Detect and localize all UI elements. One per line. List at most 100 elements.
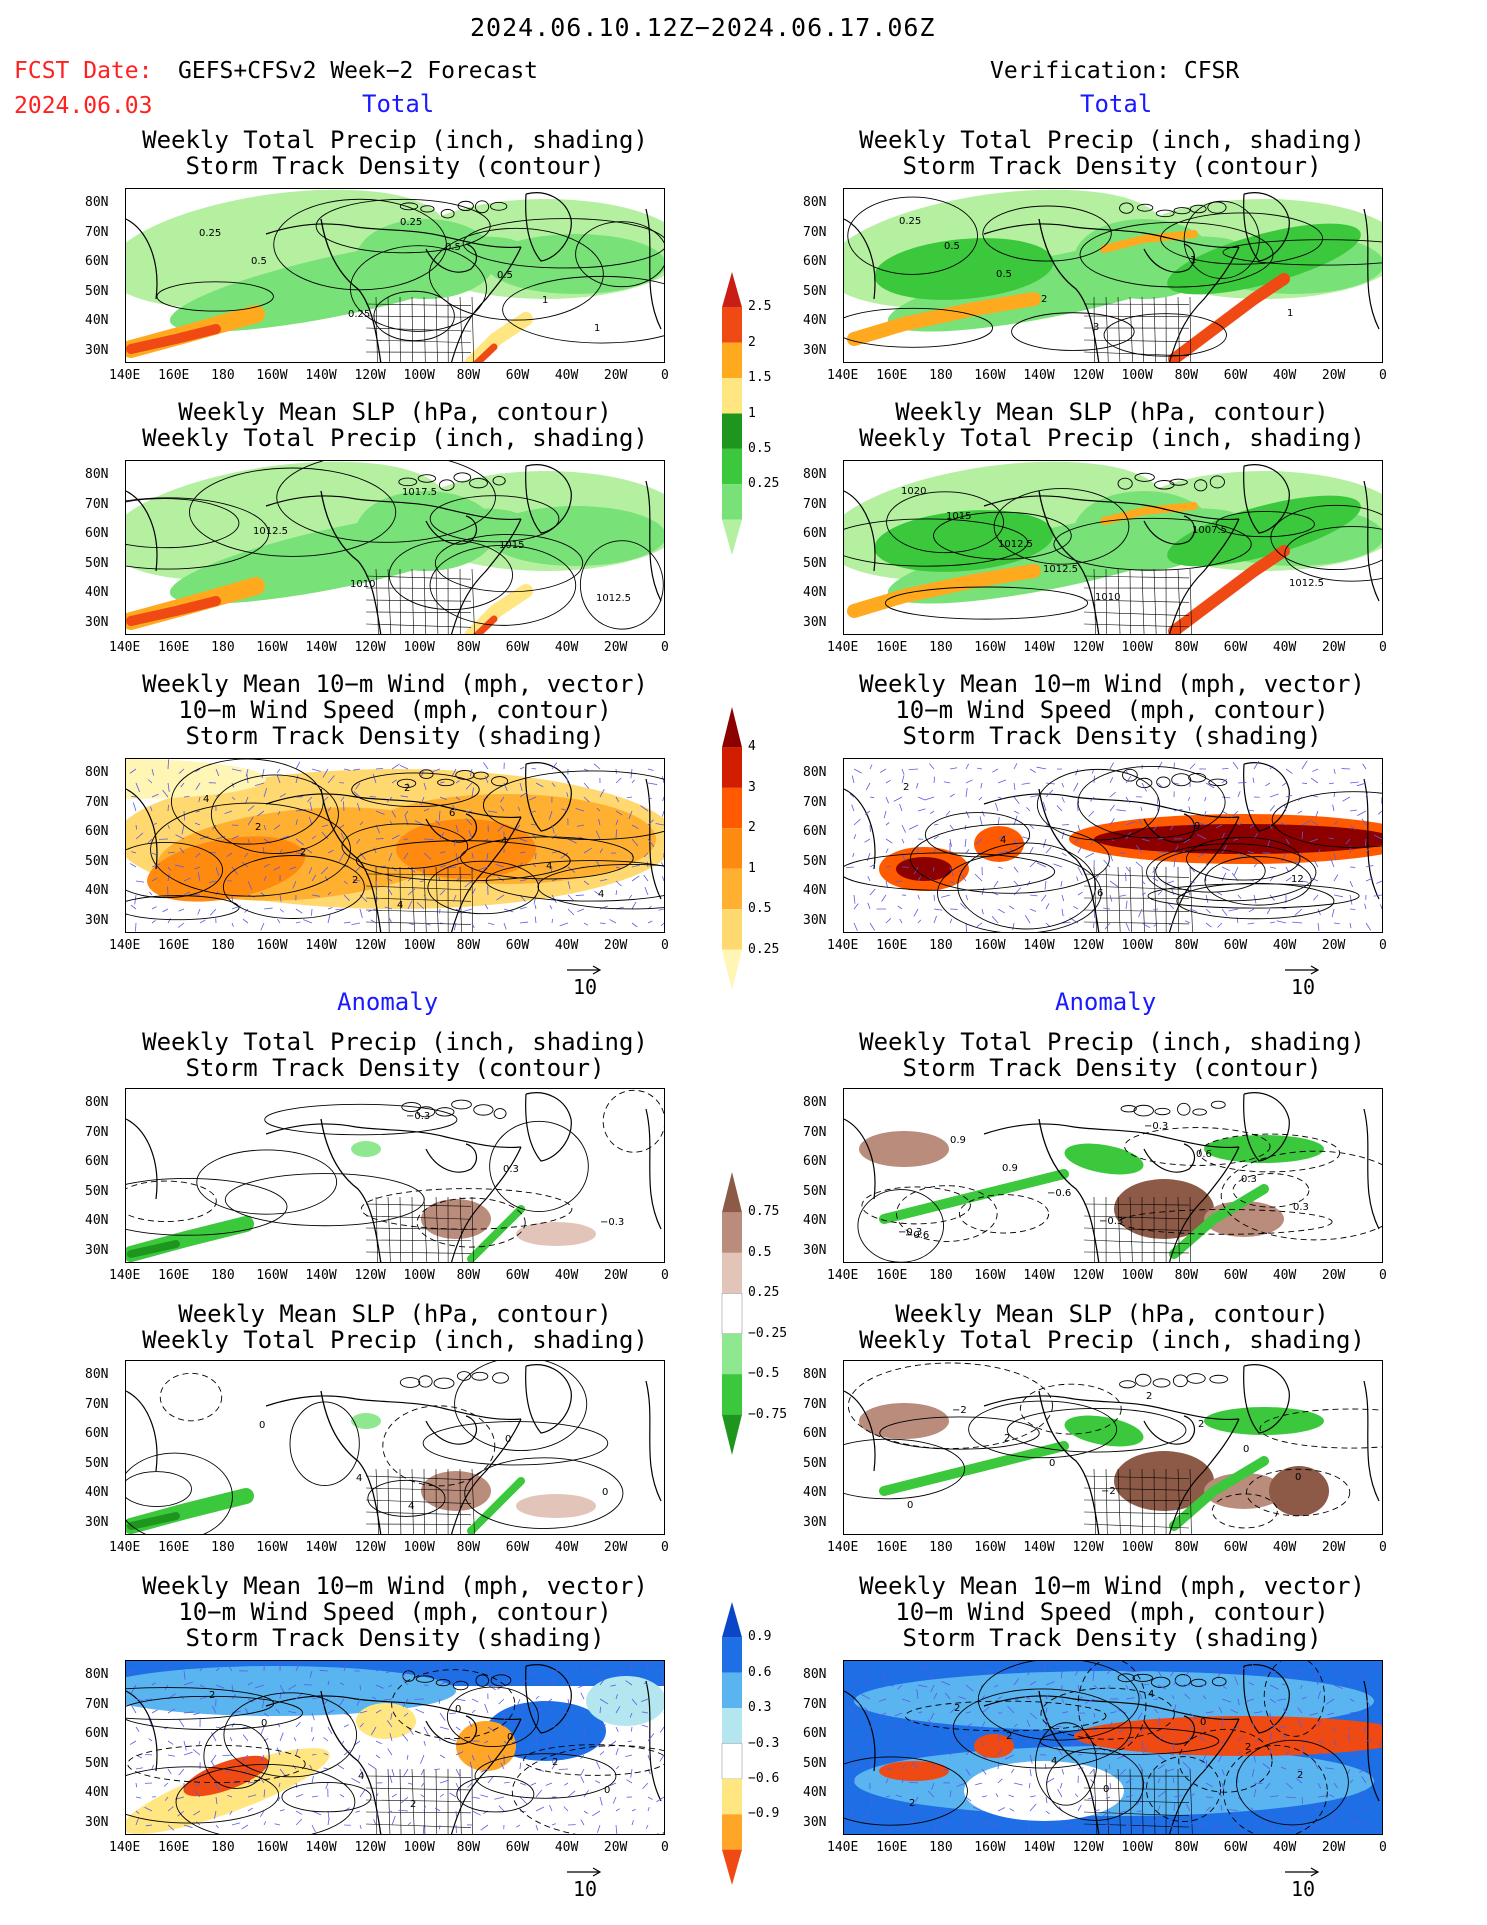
main-title: 2024.06.10.12Z−2024.06.17.06Z	[470, 13, 936, 42]
lon-tick-label: 180	[929, 1540, 953, 1555]
lat-tick-label: 30N	[85, 342, 109, 358]
lon-tick-label: 40W	[1272, 368, 1297, 383]
precip-anom-wet	[467, 1205, 525, 1262]
contour-label: 1	[594, 323, 600, 334]
lon-tick-label: 60W	[505, 368, 530, 383]
lon-tick-label: 100W	[403, 368, 435, 383]
contour-set: 2 0 0 0 4 0 2 2	[126, 1669, 664, 1834]
lon-tick-label: 160W	[974, 368, 1006, 383]
contour-label: 0	[505, 1434, 511, 1445]
lon-tick-label: 160W	[256, 1268, 288, 1283]
lon-tick-label: 0	[661, 1268, 669, 1283]
panel-title-line: Weekly Total Precip (inch, shading)	[142, 1326, 648, 1354]
precip-anom-dry	[1114, 1451, 1214, 1511]
contour-label: 2	[552, 1757, 558, 1768]
lat-tick-label: 80N	[85, 765, 109, 780]
fcst-date: 2024.06.03	[14, 93, 153, 119]
colorbar-label: 0.3	[748, 1700, 772, 1716]
contour-label: 0	[261, 1718, 267, 1729]
colorbar-label: 1	[748, 405, 756, 421]
precip-shade	[356, 491, 496, 571]
lon-tick-label: 0	[661, 368, 669, 383]
contour-label: 1012.5	[1289, 578, 1324, 589]
lon-tick-label: 140W	[1023, 938, 1055, 953]
reference-arrow-icon	[567, 965, 602, 975]
lon-tick-label: 160E	[876, 1268, 908, 1283]
colorbar-precip_anom	[720, 1172, 744, 1455]
lat-tick-label: 40N	[85, 1213, 109, 1228]
lat-tick-label: 60N	[803, 526, 827, 541]
precip-shade	[486, 506, 664, 566]
colorbar-segment	[722, 747, 742, 788]
contour-label: 0	[1049, 1458, 1055, 1469]
lat-tick-label: 80N	[803, 765, 827, 780]
precip-anom-wet	[879, 1169, 1069, 1224]
lat-tick-label: 30N	[803, 1514, 827, 1530]
colorbar-segment	[722, 484, 742, 520]
precip-band-heavy	[473, 615, 498, 634]
contour-set: 0.25 0.5 3 1 1 0.5 2	[844, 196, 1382, 357]
lon-tick-label: 140E	[827, 640, 859, 655]
contour-label: −0.3	[600, 1217, 624, 1228]
lon-tick-label: 180	[211, 640, 235, 655]
colorbar-label: 0.6	[748, 1664, 772, 1680]
colorbar-segment	[722, 1637, 742, 1673]
precip-band	[464, 312, 533, 362]
panel-title-line: Storm Track Density (shading)	[185, 722, 605, 750]
lat-tick-label: 60N	[85, 1154, 109, 1169]
contour-label: 2	[352, 875, 358, 886]
panel-title-line: Weekly Total Precip (inch, shading)	[859, 1326, 1365, 1354]
lon-tick-label: 140E	[109, 640, 141, 655]
panel-title-line: 10−m Wind Speed (mph, contour)	[895, 696, 1329, 724]
lon-tick-label: 180	[211, 368, 235, 383]
coastline	[844, 1092, 1380, 1262]
panel-title-line: Weekly Total Precip (inch, shading)	[142, 126, 648, 154]
reference-arrow-label: 10	[573, 975, 598, 999]
contour-label: −0.3	[1099, 1216, 1123, 1227]
colorbar-label: 3	[748, 779, 756, 795]
wind-vectors	[129, 759, 664, 932]
lat-tick-label: 70N	[85, 496, 109, 512]
lon-tick-label: 180	[211, 1540, 235, 1555]
coastline	[126, 464, 662, 634]
contour-label: 2	[209, 1690, 215, 1701]
lat-tick-label: 30N	[85, 912, 109, 928]
lat-tick-label: 70N	[803, 1696, 827, 1712]
precip-anom-wet-strong	[127, 1240, 180, 1258]
contour-label: 2	[410, 1799, 416, 1810]
contour-set: 1017.5 1015 1012.5 1012.5 1010	[126, 461, 664, 630]
lon-tick-label: 20W	[1321, 1840, 1346, 1855]
contour-label: 1010	[350, 579, 375, 590]
lon-tick-label: 40W	[554, 368, 579, 383]
lat-tick-label: 70N	[85, 1124, 109, 1140]
map-canvas: 2 2 0 0 2 2 4 4 2	[844, 1661, 1382, 1834]
lat-tick-label: 80N	[85, 195, 109, 210]
panel-title-line: Storm Track Density (contour)	[185, 1054, 605, 1082]
lat-tick-label: 80N	[803, 1095, 827, 1110]
colorbar-segment	[722, 1414, 742, 1455]
contour-label: 1010	[1095, 592, 1120, 603]
reference-arrow-icon	[1285, 1867, 1320, 1877]
contour-label: 1	[1287, 308, 1293, 319]
contour-label: 6	[449, 808, 455, 819]
lat-tick-label: 70N	[803, 794, 827, 810]
lon-tick-label: 40W	[1272, 1268, 1297, 1283]
lat-tick-label: 40N	[803, 883, 827, 898]
lon-tick-label: 60W	[1223, 1840, 1248, 1855]
lon-tick-label: 0	[1379, 640, 1387, 655]
lon-tick-label: 160E	[158, 640, 190, 655]
colorbar-label: 1	[748, 860, 756, 876]
contour-set: −0.60.9−0.30.60.30.9−0.6−0.30.3−0.3	[857, 1121, 1382, 1262]
lon-tick-label: 160W	[256, 1540, 288, 1555]
contour-label: 0.25	[400, 217, 422, 228]
coastline	[844, 1664, 1380, 1834]
lon-tick-label: 160E	[876, 368, 908, 383]
reference-arrow-label: 10	[1291, 975, 1316, 999]
precip-band-heavy	[847, 292, 1041, 346]
contour-label: 4	[1000, 835, 1006, 846]
section-total-left: Total	[362, 90, 435, 118]
lon-tick-label: 80W	[456, 640, 481, 655]
lon-tick-label: 80W	[1174, 640, 1199, 655]
colorbar-label: −0.25	[748, 1325, 788, 1341]
lon-tick-label: 160W	[974, 938, 1006, 953]
